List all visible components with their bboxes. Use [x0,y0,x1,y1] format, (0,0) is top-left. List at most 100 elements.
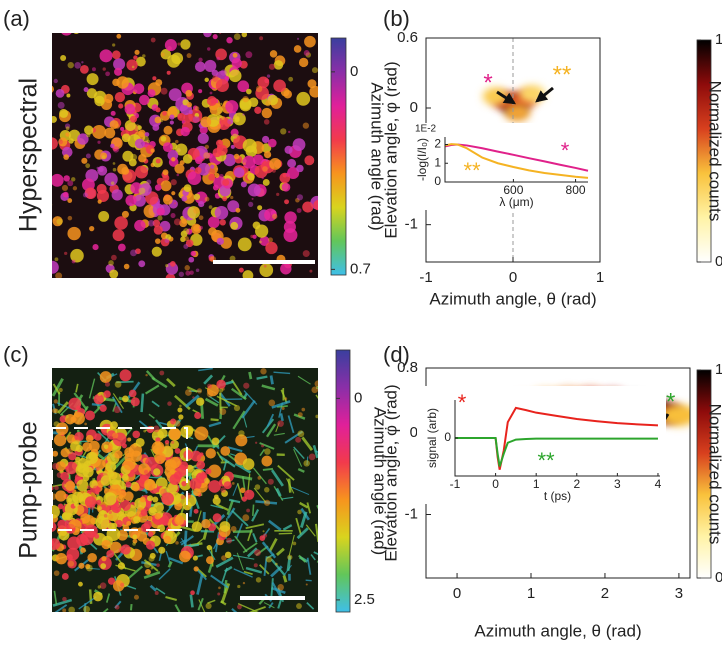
speckle [97,393,102,397]
cell [207,464,222,478]
speckle [138,187,146,195]
cell [115,280,125,290]
cell [239,97,252,110]
cell [58,529,70,541]
cell [287,158,297,168]
fiber [168,557,184,565]
speckle [129,202,132,206]
colorbar-tick-label: 0.7 [350,260,371,277]
colorbar [696,39,712,263]
cell [112,229,125,242]
series-label: ** [537,448,555,473]
cell [163,535,172,544]
speckle [242,581,246,585]
fiber [57,401,69,414]
cell [242,458,255,470]
cell [155,79,163,87]
speckle [216,167,219,171]
cell [95,515,110,530]
cell [55,490,67,502]
cell [163,125,173,135]
cell [184,425,194,435]
speckle [173,202,177,205]
fiber [73,392,88,411]
cell [177,407,183,413]
fiber [219,455,236,468]
cell [73,33,79,34]
cell [269,158,282,170]
speckle [250,234,254,239]
fiber [88,589,93,604]
cell [118,103,124,109]
fiber [184,394,200,408]
speckle [296,603,302,610]
cell [230,221,239,230]
cell [190,223,202,235]
fiber [196,538,204,545]
colorbar-tick-label: 1 [715,31,722,48]
speckle [186,53,192,59]
cell [67,198,73,203]
cell [114,91,126,103]
speckle [179,404,182,408]
speckle [184,236,189,242]
speckle [185,270,191,276]
speckle [204,144,210,150]
cell [167,482,178,494]
speckle [130,249,137,257]
cell [0,101,4,107]
speckle [54,485,59,491]
speckle [112,162,116,165]
speckle [233,33,241,40]
fiber [165,550,171,564]
y-tick-label: 0.8 [397,359,418,376]
cell [80,547,86,553]
y-tick-label: -1 [405,216,418,233]
cell [99,49,113,63]
cell [208,173,216,181]
cell [173,471,183,480]
fiber [306,602,315,610]
speckle [150,37,156,43]
speckle [261,176,264,180]
cell [204,59,217,72]
cell [35,405,48,418]
speckle [101,155,106,159]
speckle [195,268,200,273]
speckle [296,194,304,201]
cell [193,566,199,572]
fiber [293,448,303,467]
cell [346,197,356,207]
cell [223,12,234,23]
speckle [248,201,254,207]
cell [111,50,121,60]
speckle [97,505,103,511]
cell [265,241,278,255]
speckle [52,493,57,500]
cell [247,172,255,181]
speckle [58,139,63,145]
speckle [71,259,76,264]
fiber [179,539,186,544]
density-cell [504,103,531,122]
density-cell [660,404,690,427]
fiber [129,603,133,611]
fiber [252,467,267,485]
speckle [315,414,318,419]
speckle [284,397,288,401]
speckle [297,430,305,438]
cell [210,164,215,169]
fiber [265,423,277,438]
cell [190,250,196,257]
speckle [53,78,58,84]
cell [144,132,150,137]
speckle [75,439,81,445]
cell [27,415,33,421]
fiber [151,400,160,408]
cell [287,166,300,180]
fiber [245,523,265,530]
speckle [295,436,302,443]
cell [46,497,51,502]
cell [292,138,306,151]
cell [63,175,70,182]
